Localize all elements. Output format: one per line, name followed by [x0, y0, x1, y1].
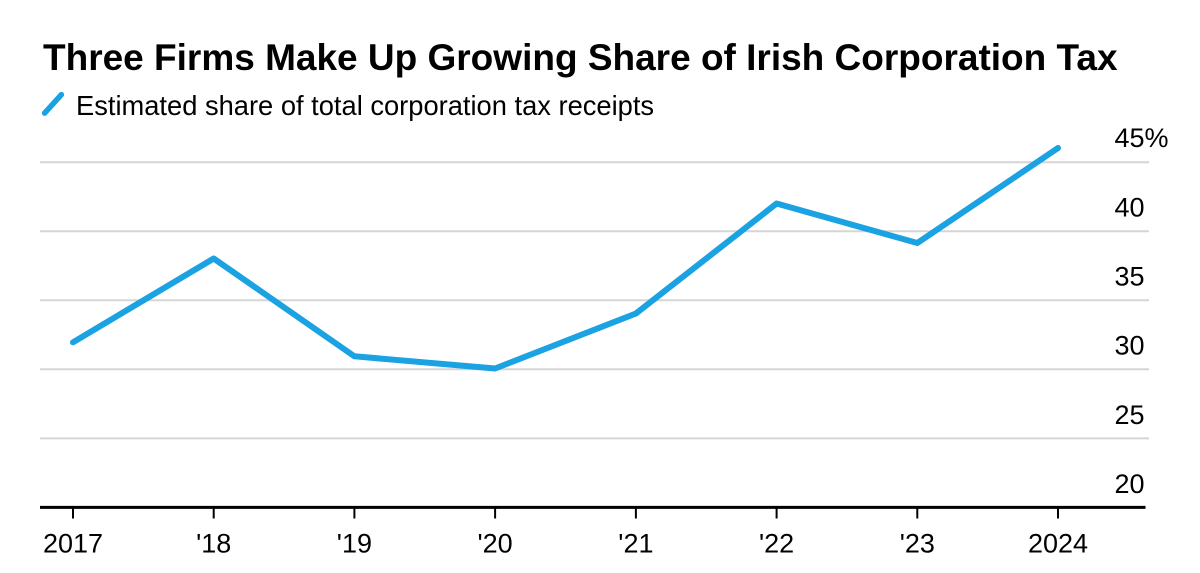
- svg-text:2017: 2017: [43, 529, 103, 559]
- svg-text:'18: '18: [196, 529, 231, 559]
- svg-text:45%: 45%: [1115, 123, 1169, 153]
- svg-text:'21: '21: [618, 529, 653, 559]
- svg-text:'23: '23: [900, 529, 935, 559]
- svg-text:20: 20: [1115, 469, 1145, 499]
- svg-text:'22: '22: [759, 529, 794, 559]
- svg-text:25: 25: [1115, 400, 1145, 430]
- svg-text:30: 30: [1115, 331, 1145, 361]
- svg-text:35: 35: [1115, 262, 1145, 292]
- svg-text:'19: '19: [337, 529, 372, 559]
- svg-text:'20: '20: [478, 529, 513, 559]
- svg-text:2024: 2024: [1028, 529, 1088, 559]
- svg-text:40: 40: [1115, 193, 1145, 223]
